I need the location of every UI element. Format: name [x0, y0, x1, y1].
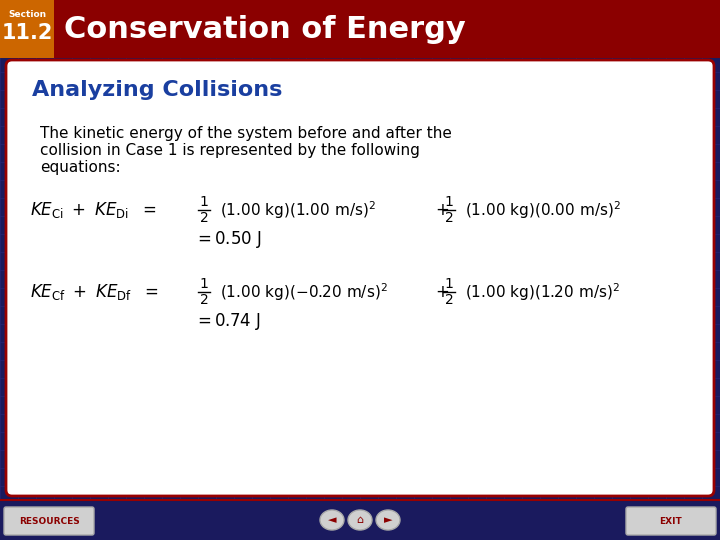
- Text: $= 0.50\ \mathrm{J}$: $= 0.50\ \mathrm{J}$: [194, 230, 262, 251]
- Text: 2: 2: [445, 211, 454, 225]
- Text: $(1.00\ \mathrm{kg})({-0.20}\ \mathrm{m/s})^2$: $(1.00\ \mathrm{kg})({-0.20}\ \mathrm{m/…: [220, 281, 388, 303]
- Ellipse shape: [376, 510, 400, 530]
- Text: 2: 2: [199, 293, 208, 307]
- Text: equations:: equations:: [40, 160, 121, 175]
- Text: ⌂: ⌂: [356, 515, 364, 525]
- Text: Conservation of Energy: Conservation of Energy: [64, 15, 466, 44]
- Text: $(1.00\ \mathrm{kg})(1.20\ \mathrm{m/s})^2$: $(1.00\ \mathrm{kg})(1.20\ \mathrm{m/s})…: [465, 281, 620, 303]
- Text: 1: 1: [444, 195, 454, 209]
- Text: Analyzing Collisions: Analyzing Collisions: [32, 80, 282, 100]
- Text: Section: Section: [8, 10, 46, 19]
- Text: $+$: $+$: [435, 201, 449, 219]
- Text: $(1.00\ \mathrm{kg})(0.00\ \mathrm{m/s})^2$: $(1.00\ \mathrm{kg})(0.00\ \mathrm{m/s})…: [465, 199, 621, 221]
- Text: 11.2: 11.2: [1, 23, 53, 43]
- Text: 1: 1: [199, 195, 208, 209]
- Text: $\mathit{KE}_{\mathrm{Ci}}\ +\ \mathit{KE}_{\mathrm{Di}}\ \ =$: $\mathit{KE}_{\mathrm{Ci}}\ +\ \mathit{K…: [30, 200, 157, 220]
- Text: 1: 1: [444, 277, 454, 291]
- Text: 2: 2: [199, 211, 208, 225]
- Text: The kinetic energy of the system before and after the: The kinetic energy of the system before …: [40, 126, 452, 141]
- Text: ►: ►: [384, 515, 392, 525]
- Ellipse shape: [348, 510, 372, 530]
- FancyBboxPatch shape: [626, 507, 716, 535]
- Text: 2: 2: [445, 293, 454, 307]
- Bar: [0, 0, 720, 58]
- Bar: [0, 500, 720, 540]
- Ellipse shape: [320, 510, 344, 530]
- FancyBboxPatch shape: [4, 507, 94, 535]
- Text: $(1.00\ \mathrm{kg})(1.00\ \mathrm{m/s})^2$: $(1.00\ \mathrm{kg})(1.00\ \mathrm{m/s})…: [220, 199, 376, 221]
- Text: collision in Case 1 is represented by the following: collision in Case 1 is represented by th…: [40, 143, 420, 158]
- Text: EXIT: EXIT: [660, 516, 683, 525]
- Text: ◄: ◄: [328, 515, 336, 525]
- FancyBboxPatch shape: [6, 60, 714, 496]
- Text: RESOURCES: RESOURCES: [19, 516, 79, 525]
- Text: 1: 1: [199, 277, 208, 291]
- Text: $+$: $+$: [435, 283, 449, 301]
- Text: $= 0.74\ \mathrm{J}$: $= 0.74\ \mathrm{J}$: [194, 312, 261, 333]
- Bar: [0, 0, 54, 58]
- Text: $\mathit{KE}_{\mathrm{Cf}}\ +\ \mathit{KE}_{\mathrm{Df}}\ \ =$: $\mathit{KE}_{\mathrm{Cf}}\ +\ \mathit{K…: [30, 282, 158, 302]
